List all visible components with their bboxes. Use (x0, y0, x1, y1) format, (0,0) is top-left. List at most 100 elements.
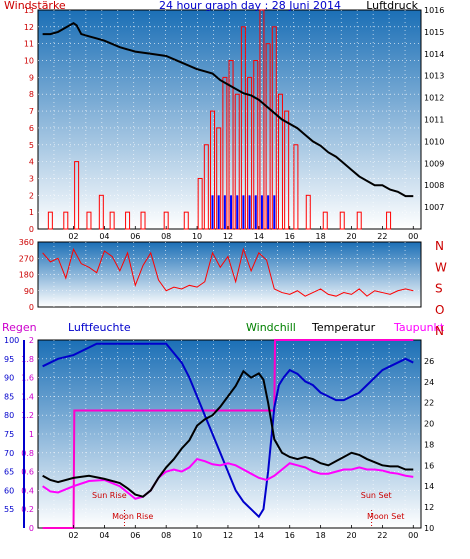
wind-y-tick-label: 13 (24, 6, 34, 15)
panel3-x-tick-label: 00 (408, 531, 418, 540)
wind-speed-bar (284, 110, 290, 230)
humidity-line (42, 342, 414, 519)
pressure-y-tick-label: 1009 (424, 159, 444, 168)
humidity-y-tick-label: 65 (4, 468, 14, 477)
direction-y-tick-label: 180 (19, 271, 34, 280)
wind-speed-bar (386, 211, 392, 230)
panel1-x-tick-label: 08 (161, 232, 171, 241)
panel3-x-tick-label: 10 (192, 531, 202, 540)
wind-gust-bar (211, 195, 214, 229)
panel3-x-tick-label: 14 (254, 531, 264, 540)
pressure-y-tick-label: 1010 (424, 137, 444, 146)
label-windchill: Windchill (246, 321, 296, 334)
wind-gust-bar (217, 195, 220, 229)
wind-speed-bar (86, 211, 92, 230)
compass-label: N (435, 239, 444, 253)
right-axis-title: Luftdruck (366, 0, 418, 12)
wind-speed-bar (63, 211, 69, 230)
wind-direction-line (42, 247, 414, 297)
temperature-y-tick-label: 10 (424, 524, 434, 533)
wind-speed-bar (98, 194, 104, 230)
dewpoint-line (42, 457, 414, 500)
compass-label: O (435, 303, 444, 317)
wind-speed-bar (305, 194, 311, 230)
compass-label: S (435, 282, 443, 296)
rain-y-tick-label: 0.6 (21, 468, 34, 477)
panel3-x-tick-label: 18 (316, 531, 326, 540)
wind-speed-bar (125, 211, 131, 230)
wind-speed-bar (109, 211, 115, 230)
rain-y-tick-label: 0.8 (21, 449, 34, 458)
panel3-x-tick-label: 06 (130, 531, 140, 540)
temperature-y-tick-label: 16 (424, 461, 434, 470)
temperature-line (42, 369, 414, 498)
moonrise-label: Moon Rise (112, 512, 153, 521)
direction-y-tick-label: 360 (19, 238, 34, 247)
graph-title: 24 hour graph day : 28 Juni 2014 (159, 0, 341, 12)
rain-y-tick-label: 0 (29, 524, 34, 533)
humidity-y-tick-label: 100 (4, 336, 19, 345)
wind-y-tick-label: 10 (24, 57, 34, 66)
label-taupunkt: Taupunkt (393, 321, 445, 334)
humidity-y-tick-label: 75 (4, 430, 14, 439)
wind-y-tick-label: 12 (24, 23, 34, 32)
wind-gust-bar (267, 195, 270, 229)
pressure-y-tick-label: 1007 (424, 203, 444, 212)
wind-y-tick-label: 8 (29, 90, 34, 99)
humidity-y-tick-label: 60 (4, 486, 14, 495)
wind-speed-bar (322, 211, 328, 230)
humidity-y-tick-label: 55 (4, 505, 14, 514)
rain-y-tick-label: 1.8 (21, 355, 34, 364)
panel1-x-tick-label: 18 (316, 232, 326, 241)
humidity-y-tick-label: 80 (4, 411, 14, 420)
panel1-x-tick-label: 00 (408, 232, 418, 241)
wind-gust-bar (236, 195, 239, 229)
panel3-x-tick-label: 04 (99, 531, 109, 540)
wind-y-tick-label: 1 (29, 208, 34, 217)
wind-speed-bar (339, 211, 345, 230)
wind-gust-bar (254, 195, 257, 229)
humidity-y-tick-label: 90 (4, 374, 14, 383)
sunset-label: Sun Set (361, 491, 392, 500)
wind-y-tick-label: 6 (29, 124, 34, 133)
humidity-y-tick-label: 95 (4, 355, 14, 364)
wind-speed-bar (140, 211, 146, 230)
grid-layer (38, 10, 421, 528)
temperature-y-tick-label: 18 (424, 440, 434, 449)
pressure-y-tick-label: 1012 (424, 94, 444, 103)
direction-y-tick-label: 90 (24, 287, 34, 296)
panel3-x-tick-label: 22 (377, 531, 387, 540)
temperature-y-tick-label: 26 (424, 357, 434, 366)
temperature-y-tick-label: 24 (424, 378, 434, 387)
wind-y-tick-label: 2 (29, 191, 34, 200)
panel3-x-tick-label: 02 (68, 531, 78, 540)
wind-y-tick-label: 7 (29, 107, 34, 116)
label-temperatur: Temperatur (311, 321, 376, 334)
direction-y-tick-label: 0 (29, 303, 34, 312)
wind-gust-bar (273, 195, 276, 229)
panel3-x-tick-label: 16 (285, 531, 295, 540)
direction-y-tick-label: 270 (19, 254, 34, 263)
wind-speed-bar (293, 144, 299, 230)
panel1-x-tick-label: 16 (285, 232, 295, 241)
label-luftfeuchte: Luftfeuchte (68, 321, 131, 334)
compass-label: N (435, 324, 444, 338)
wind-y-tick-label: 11 (24, 40, 34, 49)
rain-y-tick-label: 2 (29, 336, 34, 345)
wind-speed-bar (183, 211, 189, 230)
wind-speed-bar (277, 93, 283, 230)
pressure-y-tick-label: 1016 (424, 6, 444, 15)
temperature-y-tick-label: 12 (424, 503, 434, 512)
axis-layer: 0123456789101112131007100810091010101110… (4, 6, 447, 540)
wind-gust-bar (260, 195, 263, 229)
wind-speed-bar (197, 177, 203, 230)
panel3-x-tick-label: 12 (223, 531, 233, 540)
left-axis-title: Windstärke (4, 0, 66, 12)
rain-y-tick-label: 1.2 (21, 411, 34, 420)
pressure-y-tick-label: 1011 (424, 116, 444, 125)
panel1-x-tick-label: 06 (130, 232, 140, 241)
temperature-y-tick-label: 20 (424, 420, 434, 429)
wind-speed-bar (47, 211, 53, 230)
